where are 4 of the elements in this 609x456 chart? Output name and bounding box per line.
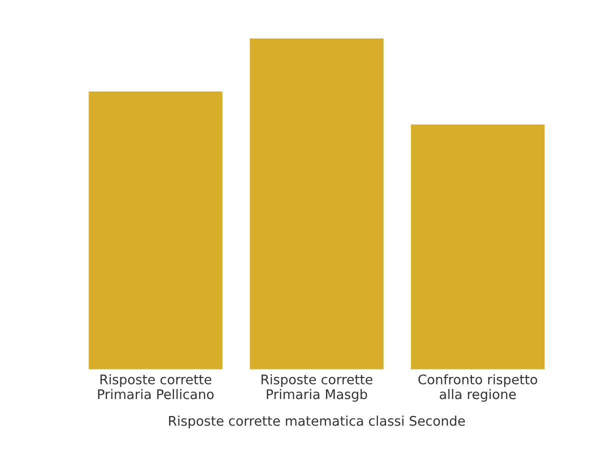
x-tick-label: Risposte corrette Primaria Masgb bbox=[262, 374, 372, 402]
x-tick-label: Confronto rispetto alla regione bbox=[418, 374, 538, 402]
x-axis-title: Risposte corrette matematica classi Seconde bbox=[169, 416, 465, 428]
x-tick-label: Risposte corrette Primaria Pellicano bbox=[98, 374, 214, 400]
